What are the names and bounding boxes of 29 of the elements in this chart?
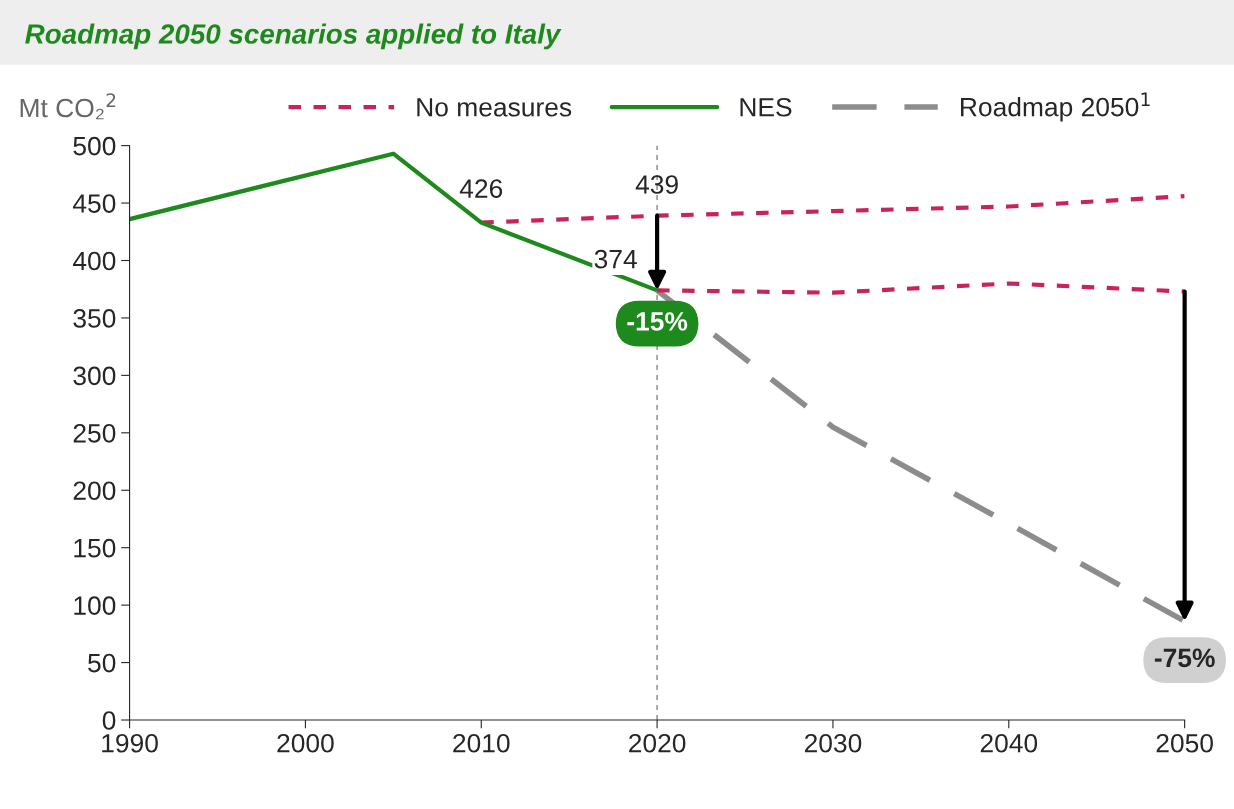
x-tick-label: 2050 — [1156, 733, 1213, 753]
x-tick-label: 2030 — [804, 733, 862, 753]
y-tick-label: 200 — [73, 481, 116, 501]
y-tick-label: 150 — [74, 538, 116, 558]
x-tick-label: 1990 — [102, 733, 158, 753]
y-tick-label: 250 — [73, 423, 116, 443]
annotation: -75% — [1154, 648, 1215, 668]
y-tick-label: 0 — [102, 711, 116, 730]
y-tick-label: 300 — [73, 366, 116, 386]
x-tick-label: 2010 — [453, 733, 510, 753]
y-tick-label: 500 — [73, 136, 116, 156]
annotation: 374 — [594, 249, 637, 269]
y-tick-label: 50 — [88, 653, 116, 673]
y-tick-label: 350 — [73, 309, 116, 328]
y-tick-label: 450 — [72, 194, 116, 213]
annotation: 426 — [459, 179, 503, 198]
legend-label: Roadmap 2050$^{1}$ — [961, 92, 1150, 122]
annotation: -15% — [627, 312, 688, 331]
x-tick-label: 2020 — [629, 733, 686, 753]
chart-title: Roadmap 2050 scenarios applied to Italy — [25, 23, 562, 50]
legend-label: NES — [740, 97, 792, 117]
x-tick-label: 2040 — [980, 733, 1038, 753]
y-axis-title: Mt CO₂$^{2}$ — [20, 93, 116, 120]
x-tick-label: 2000 — [277, 733, 334, 753]
y-tick-label: 100 — [74, 596, 116, 615]
annotation: 439 — [635, 175, 678, 194]
line-series — [655, 281, 1185, 295]
legend-label: No measures — [417, 98, 572, 117]
y-tick-label: 400 — [72, 251, 116, 271]
